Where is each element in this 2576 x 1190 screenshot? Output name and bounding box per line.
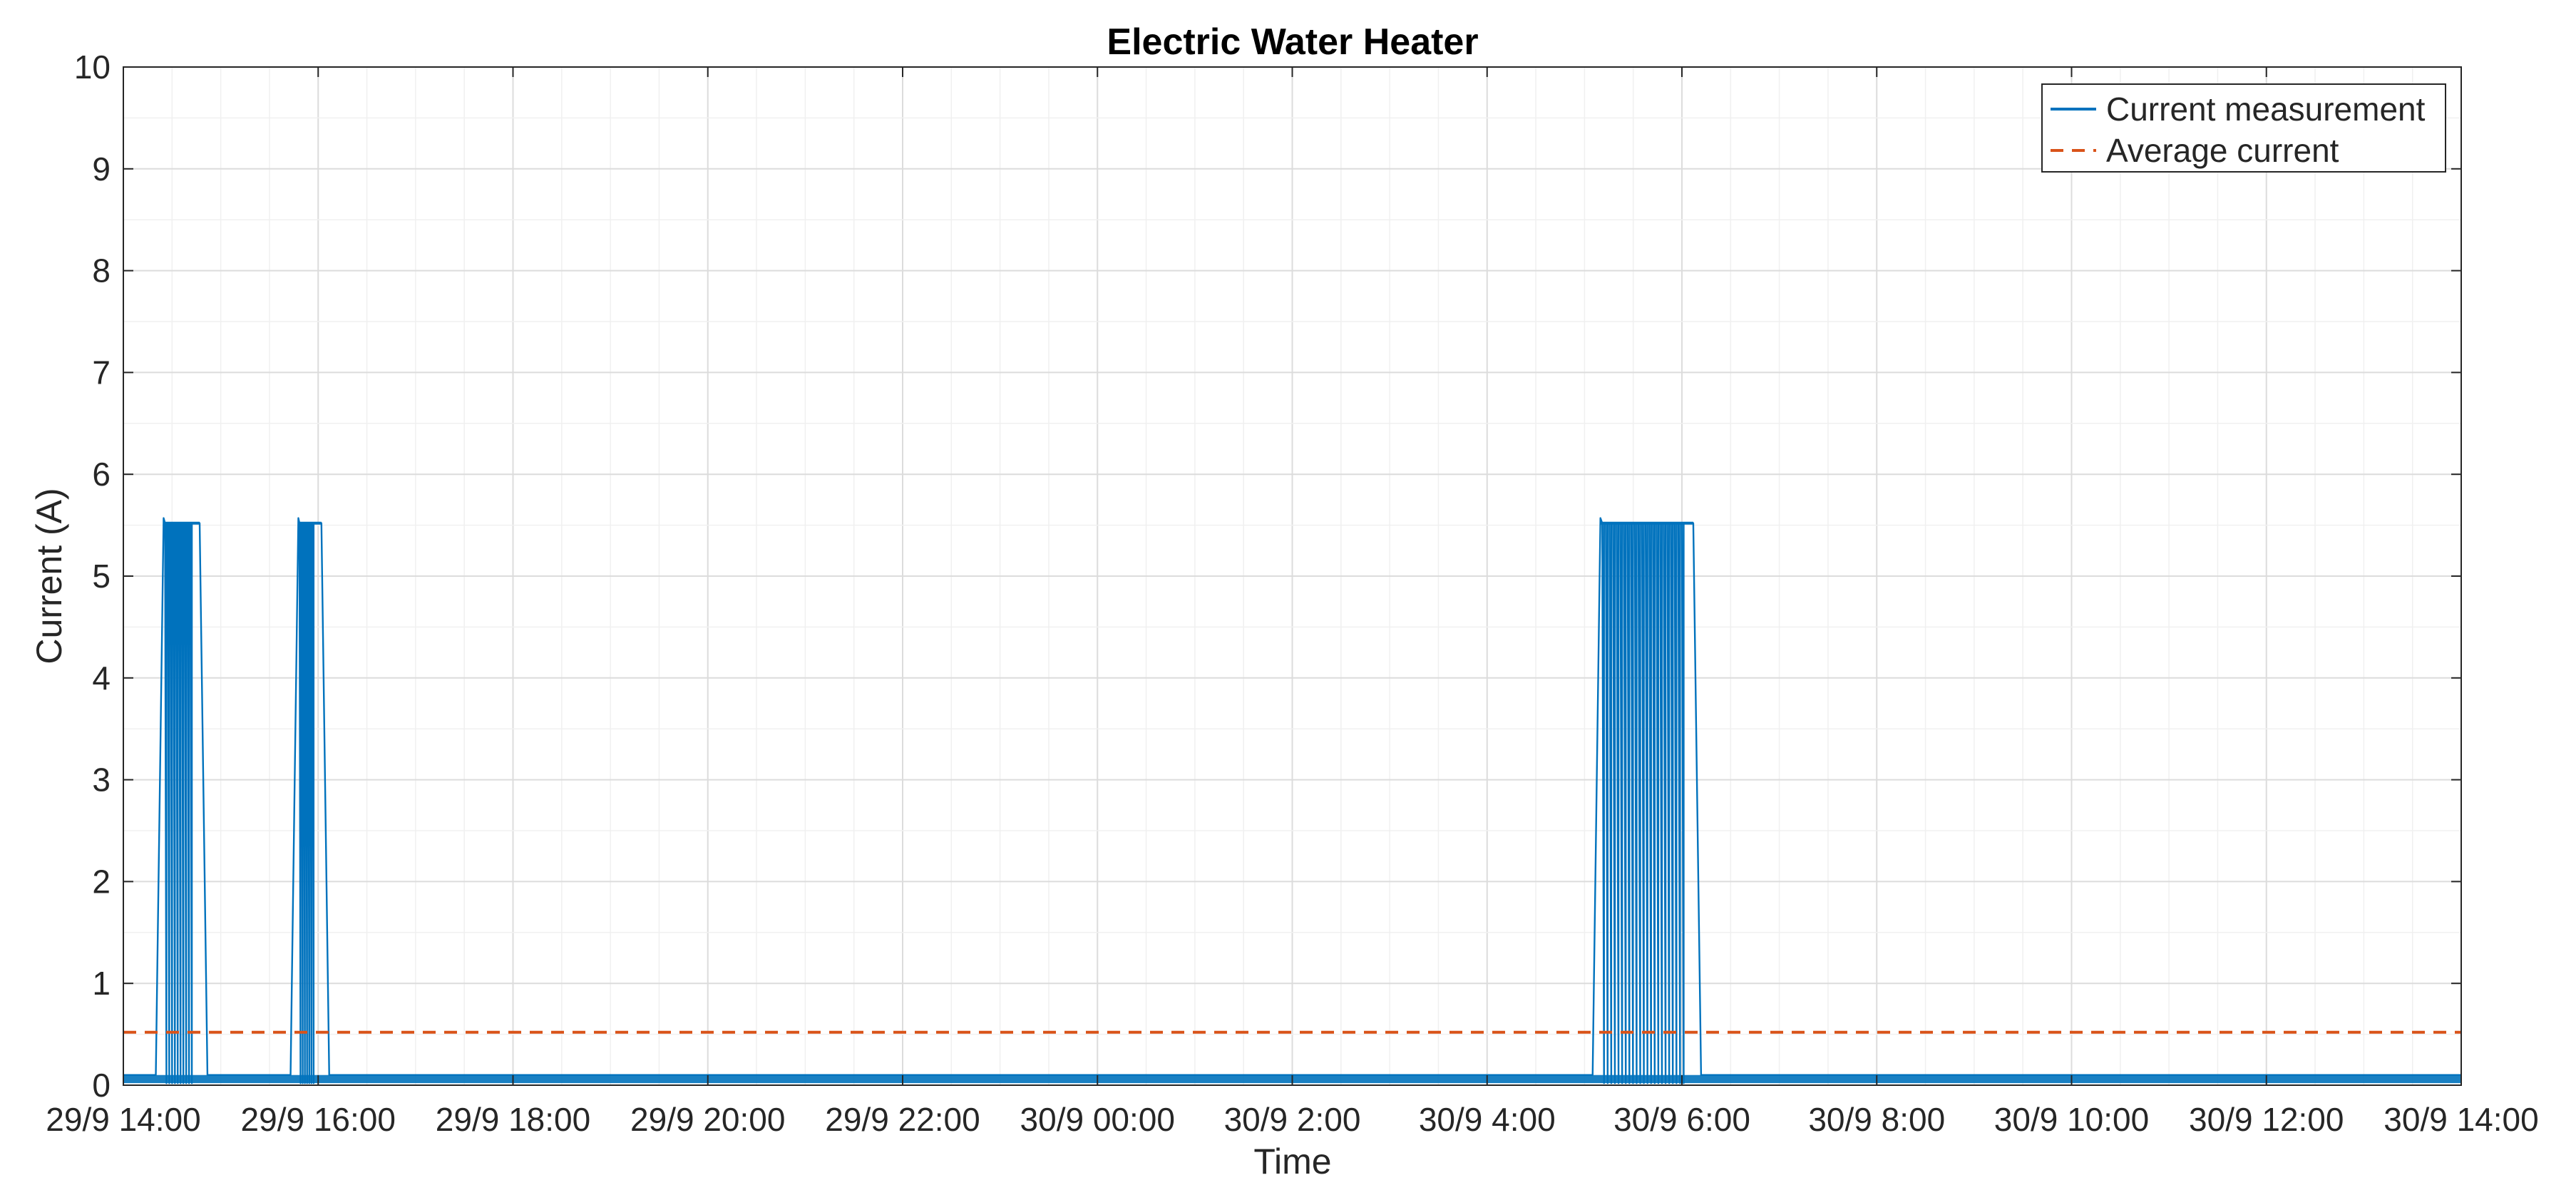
legend-box [2041, 83, 2446, 173]
x-tick-label: 30/9 12:00 [2189, 1101, 2344, 1138]
x-tick-label: 29/9 18:00 [436, 1101, 590, 1138]
x-tick-label: 30/9 6:00 [1613, 1101, 1750, 1138]
x-tick-label: 29/9 22:00 [825, 1101, 980, 1138]
y-tick-label: 2 [92, 863, 111, 900]
x-tick-label: 30/9 00:00 [1020, 1101, 1175, 1138]
y-tick-label: 10 [74, 48, 111, 86]
y-axis-title: Current (A) [29, 488, 69, 664]
y-tick-label: 8 [92, 252, 111, 289]
axes [123, 66, 2462, 1086]
y-tick-label: 6 [92, 456, 111, 493]
y-tick-label: 4 [92, 660, 111, 697]
x-tick-label: 30/9 10:00 [1994, 1101, 2149, 1138]
chart-title: Electric Water Heater [1107, 21, 1478, 63]
x-tick-label: 30/9 8:00 [1808, 1101, 1945, 1138]
y-tick-label: 3 [92, 761, 111, 799]
x-tick-label: 30/9 2:00 [1224, 1101, 1361, 1138]
x-tick-label: 29/9 14:00 [46, 1101, 200, 1138]
y-tick-label: 9 [92, 150, 111, 188]
x-tick-label: 29/9 20:00 [630, 1101, 785, 1138]
x-tick-label: 30/9 14:00 [2383, 1101, 2538, 1138]
legend: Current measurement Average current [2041, 83, 2446, 173]
y-tick-label: 1 [92, 965, 111, 1002]
legend-label-current-measurement: Current measurement [2106, 91, 2426, 128]
y-tick-label: 0 [92, 1067, 111, 1104]
y-tick-labels: 0 1 2 3 4 5 6 7 8 9 10 [74, 48, 111, 1104]
y-tick-label: 5 [92, 558, 111, 595]
x-tick-label: 29/9 16:00 [241, 1101, 396, 1138]
grid [123, 66, 2462, 1086]
x-tick-label: 30/9 4:00 [1419, 1101, 1556, 1138]
series-current-line [123, 517, 2461, 1084]
y-tick-label: 7 [92, 354, 111, 391]
x-axis-title: Time [1253, 1142, 1331, 1181]
legend-label-average-current: Average current [2106, 132, 2339, 169]
x-tick-labels: 29/9 14:00 29/9 16:00 29/9 18:00 29/9 20:00… [46, 1101, 2538, 1138]
